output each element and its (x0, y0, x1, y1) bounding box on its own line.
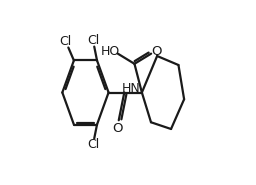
Text: O: O (152, 45, 162, 58)
Text: Cl: Cl (87, 138, 99, 151)
Text: O: O (113, 122, 123, 135)
Text: HN: HN (122, 82, 141, 95)
Text: HO: HO (101, 45, 120, 58)
Text: Cl: Cl (87, 34, 99, 47)
Text: Cl: Cl (59, 35, 72, 48)
